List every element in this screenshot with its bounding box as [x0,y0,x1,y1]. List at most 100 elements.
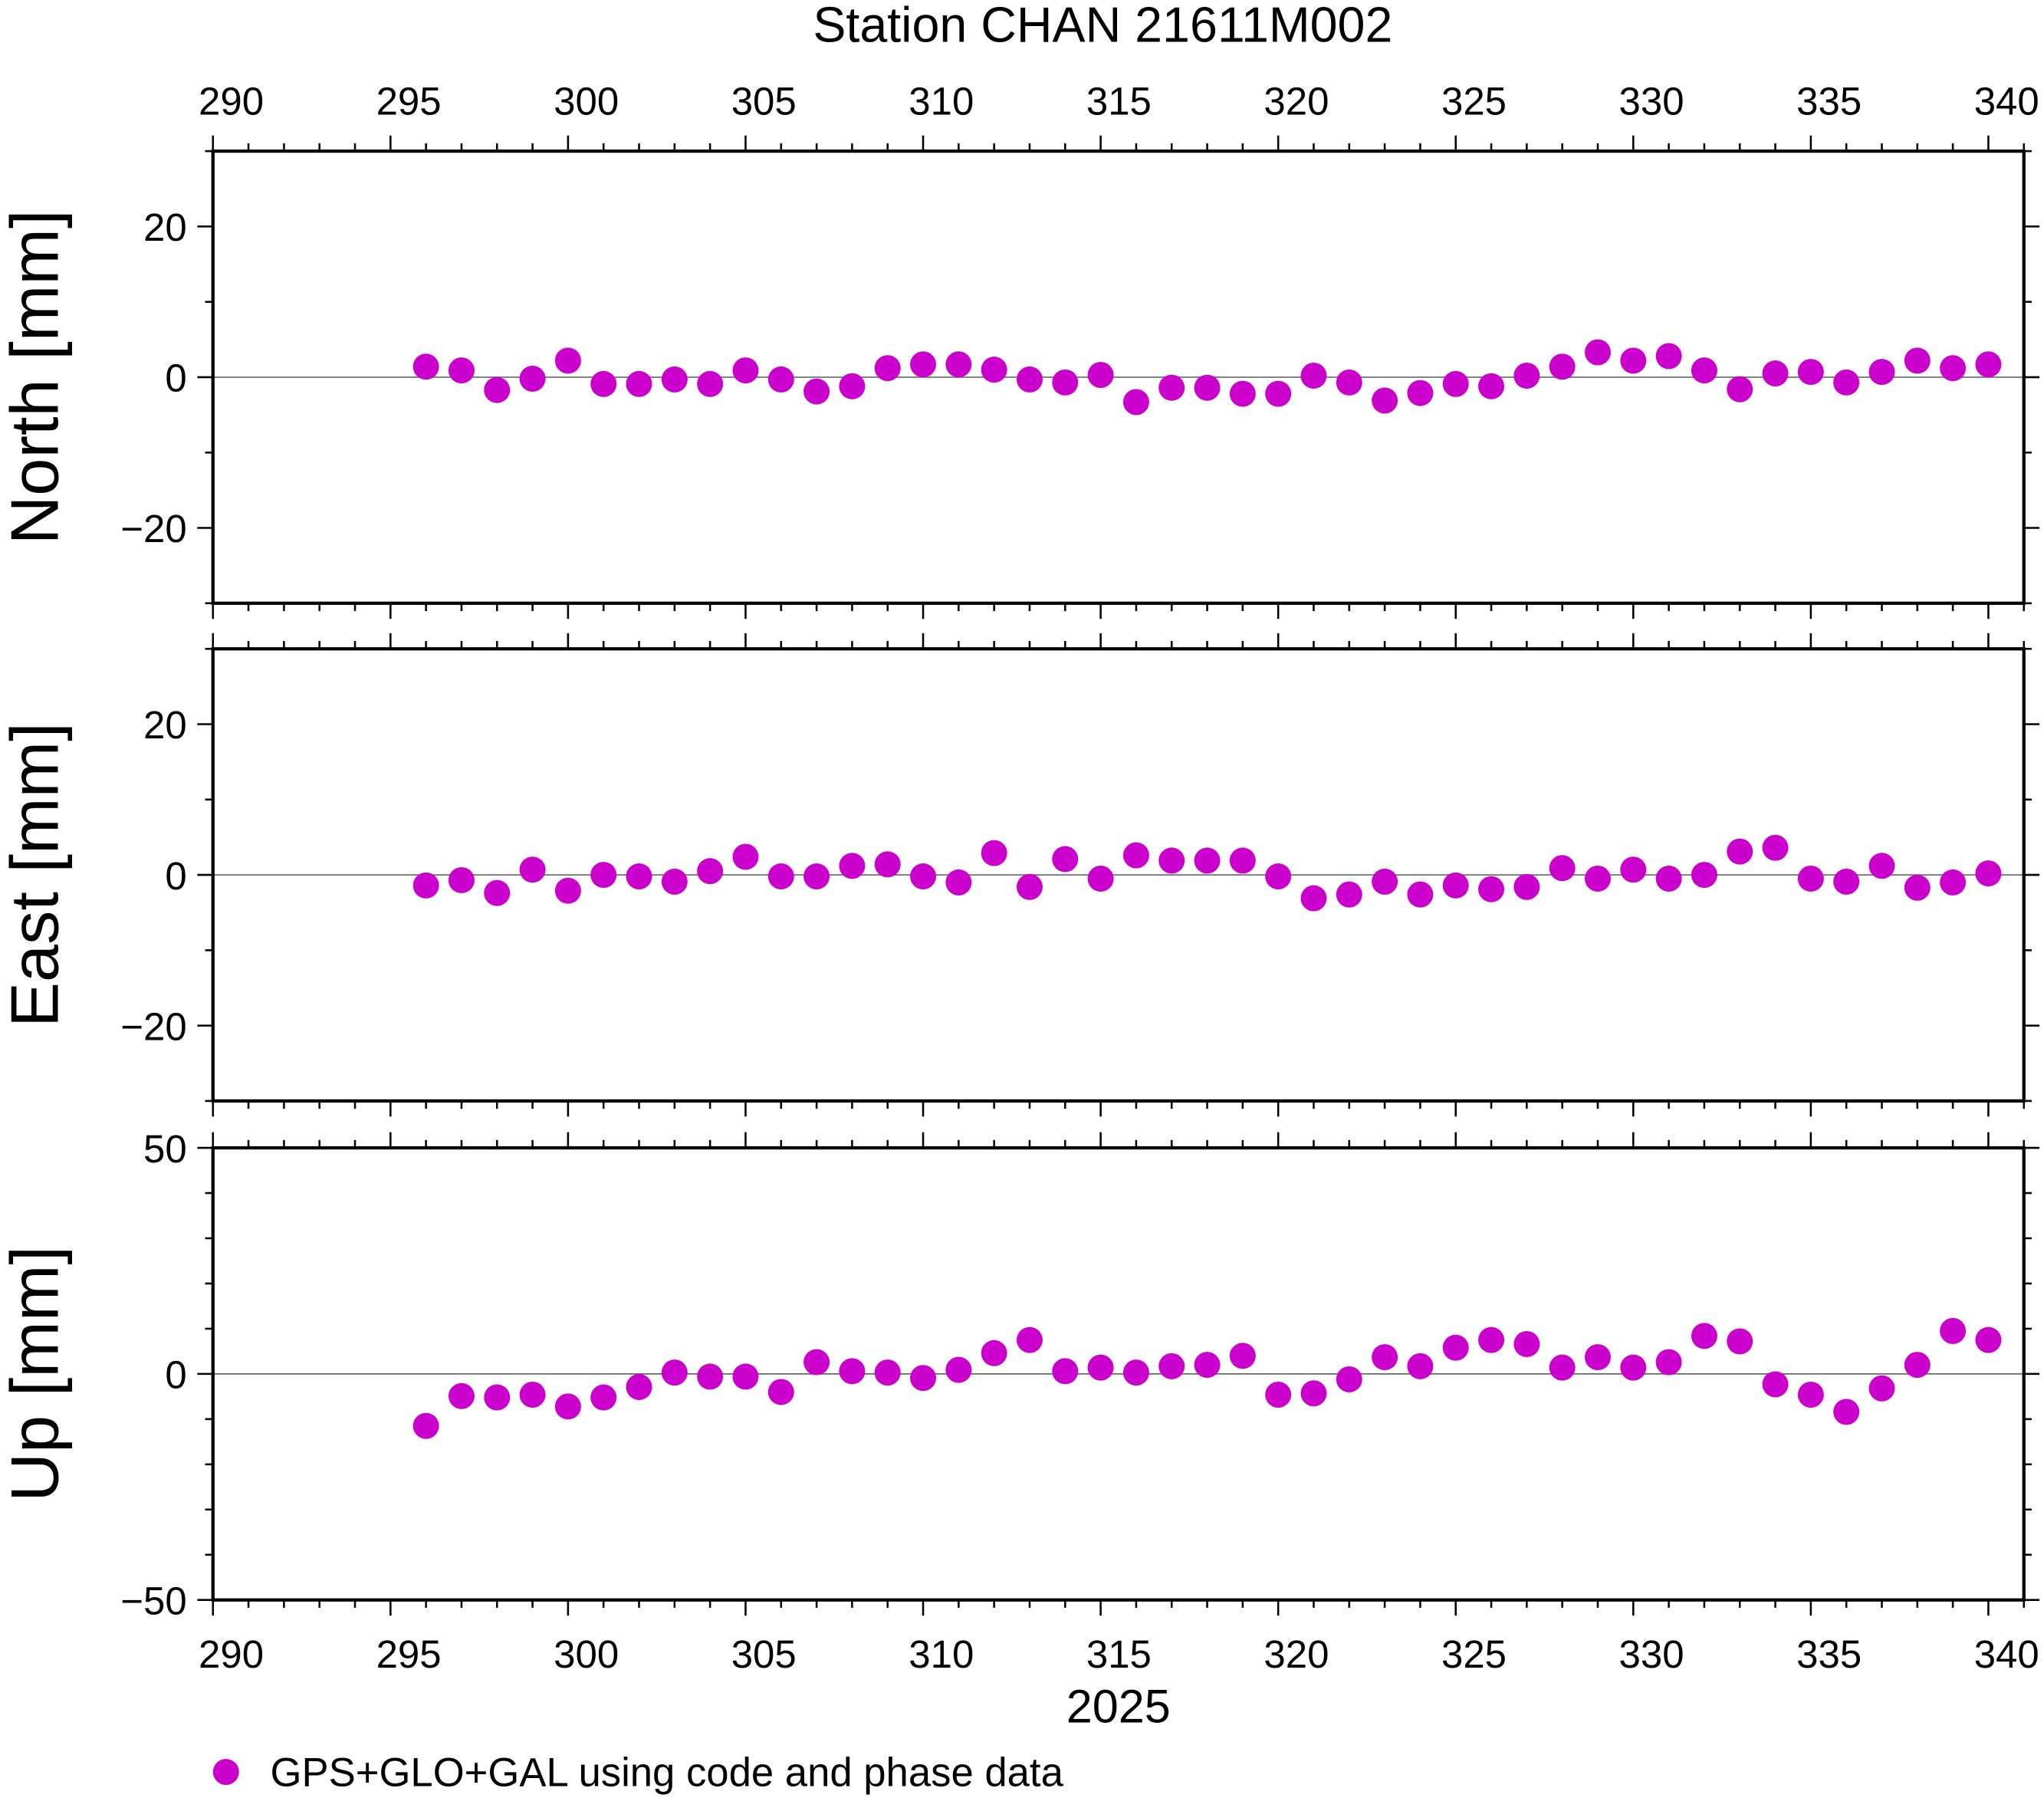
data-point [803,1349,830,1376]
legend-marker [212,1759,239,1786]
data-point [1229,1343,1256,1369]
data-point [1336,1366,1362,1392]
data-point [981,1339,1007,1366]
data-point [1122,842,1149,869]
data-point [554,1393,581,1420]
data-point [1158,374,1185,401]
panel-up: −50 0 50 Up [mm] [0,1127,2040,1622]
data-point [1265,863,1292,890]
data-point [910,351,937,378]
data-point [839,853,866,879]
data-point [803,863,830,890]
data-point [767,863,794,890]
data-point [1549,855,1576,882]
data-point [1620,856,1647,883]
data-point [1052,1358,1079,1385]
data-point [697,858,724,885]
x-tick-label: 340 [1974,80,2039,123]
data-point [1797,359,1824,386]
data-point [1833,1399,1860,1425]
data-point [1513,362,1540,389]
data-point [1975,351,2002,378]
data-point [1940,869,1967,896]
data-point [1620,347,1647,374]
data-point [412,1412,439,1439]
data-point [1655,343,1682,370]
data-point [1762,1371,1789,1398]
x-tick-label: 315 [1086,80,1152,123]
x-tick-label: 310 [909,80,974,123]
y-tick-label: 20 [143,205,187,249]
data-point [803,378,830,405]
data-point [1407,380,1434,406]
data-point [1087,865,1114,892]
data-point [1407,1353,1434,1379]
data-point [1833,868,1860,895]
y-tick-label: −20 [120,507,186,551]
data-point [484,879,511,906]
data-point [839,1358,866,1385]
panel-east: −20 0 20 East [mm] [0,647,2040,1103]
y-tick-label: 0 [165,854,186,898]
data-point [1975,1326,2002,1353]
data-point [626,863,652,890]
data-point [732,1363,759,1390]
data-point [590,1384,617,1411]
data-point [1975,860,2002,887]
data-point [626,370,652,397]
data-point [1904,347,1931,374]
data-point [1691,357,1717,384]
data-point [1052,846,1079,873]
data-point [1300,362,1327,389]
y-axis-label: North [mm] [0,209,73,544]
x-tick-label: 340 [1974,1632,2039,1676]
x-tick-label: 325 [1441,80,1507,123]
data-point [1549,1354,1576,1381]
data-point [412,353,439,380]
data-point [732,843,759,870]
plot-frame [211,1146,2026,1602]
x-tick-label: 290 [199,1632,264,1676]
data-point [1372,1344,1398,1371]
data-point [1478,1326,1505,1353]
data-point [519,1382,546,1408]
data-point [1016,366,1043,393]
data-point [1194,847,1221,874]
data-point [767,1379,794,1405]
data-point [448,866,475,893]
x-tick-label: 305 [731,80,797,123]
data-point [1868,359,1895,386]
data-point [1691,862,1717,889]
x-tick-label: 310 [909,1632,974,1676]
data-point [1584,1344,1611,1371]
data-point [1158,847,1185,874]
panel-north: −20 0 20 North [mm] [0,149,2040,605]
data-point [1833,369,1860,396]
data-point [697,1363,724,1390]
data-point [1442,872,1469,899]
data-point [1407,881,1434,908]
data-point [1300,1380,1327,1407]
data-point [1727,1328,1753,1355]
x-tick-label: 315 [1086,1632,1152,1676]
data-point [554,347,581,374]
data-point [1762,360,1789,387]
data-point [1655,1349,1682,1376]
data-point [661,868,688,895]
data-point [910,1365,937,1392]
data-point [732,357,759,384]
data-point [1584,865,1611,892]
data-point [661,366,688,393]
data-point [1549,353,1576,380]
data-point [554,877,581,904]
data-point [697,370,724,397]
data-point [874,355,901,382]
data-point [1904,874,1931,901]
x-tick-label: 335 [1796,80,1862,123]
data-point [767,366,794,393]
x-tick-label: 300 [554,1632,619,1676]
plot-frame [211,149,2026,605]
data-point [1727,376,1753,403]
data-point [945,1356,972,1383]
y-tick-label: 0 [165,357,186,400]
